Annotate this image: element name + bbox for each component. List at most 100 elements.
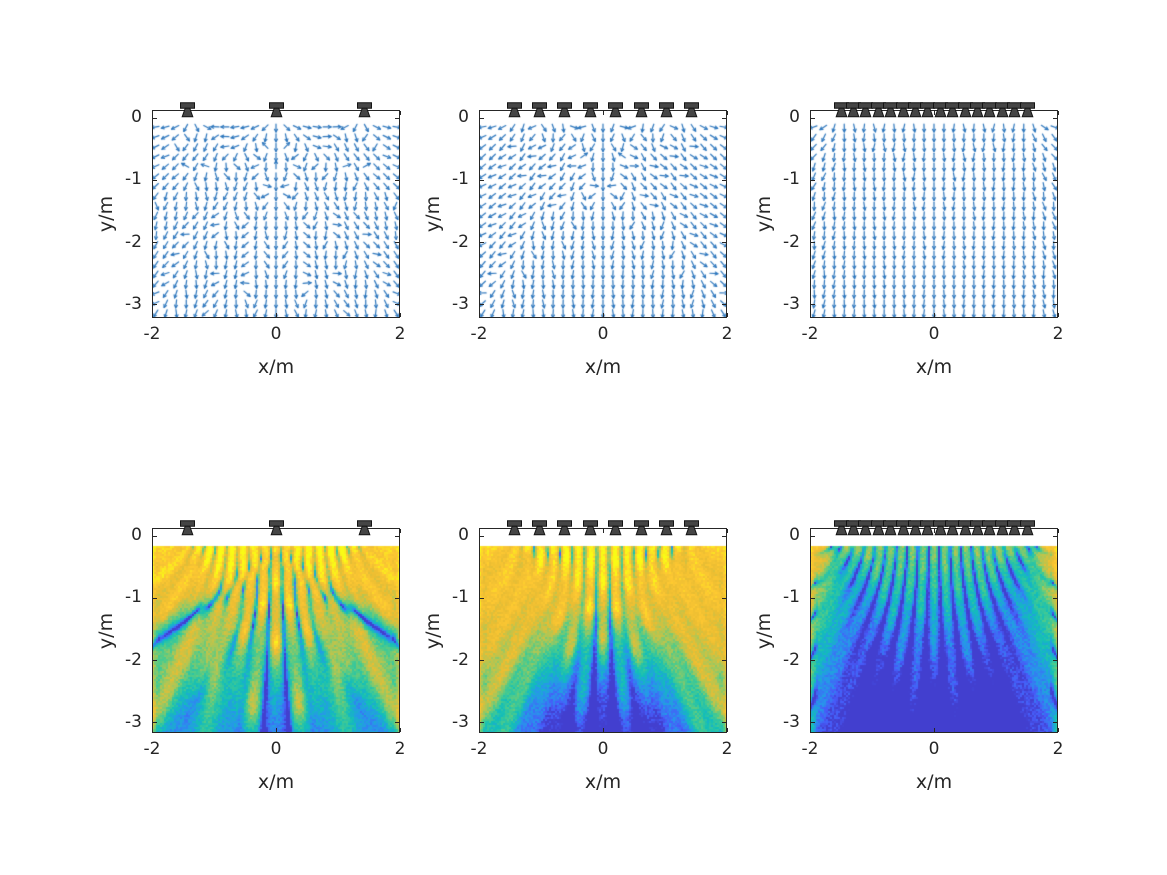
loudspeaker-icon: [683, 102, 700, 122]
y-tick-label: -2: [452, 231, 469, 252]
y-tick-right: [1053, 117, 1057, 119]
quiver-canvas: [810, 110, 1058, 318]
loudspeaker-icon: [633, 102, 650, 122]
y-axis-label: y/m: [422, 612, 444, 649]
y-tick-label: -1: [452, 587, 469, 608]
y-tick: [153, 179, 157, 181]
x-tick-top: [399, 111, 401, 115]
y-tick-right: [722, 179, 726, 181]
x-tick-label: -2: [143, 324, 161, 344]
x-tick-label: 2: [1052, 739, 1064, 759]
y-tick-right: [395, 660, 399, 662]
loudspeaker-icon: [981, 102, 998, 122]
y-tick-right: [722, 242, 726, 244]
loudspeaker-icon: [907, 520, 924, 540]
loudspeaker-icon: [633, 520, 650, 540]
loudspeaker-icon: [506, 520, 523, 540]
x-axis-label: x/m: [257, 356, 295, 378]
y-tick: [153, 304, 157, 306]
x-axis-label: x/m: [257, 771, 295, 793]
x-tick: [478, 728, 480, 732]
x-tick-label: 0: [270, 324, 282, 344]
y-tick-right: [395, 117, 399, 119]
y-tick: [480, 660, 484, 662]
x-tick: [1057, 313, 1059, 317]
y-tick: [153, 597, 157, 599]
y-tick-right: [1053, 242, 1057, 244]
y-tick-right: [395, 597, 399, 599]
y-tick-right: [722, 660, 726, 662]
loudspeaker-icon: [895, 520, 912, 540]
y-tick-label: -3: [125, 711, 142, 732]
quiver-canvas: [479, 110, 727, 318]
loudspeaker-icon: [556, 520, 573, 540]
x-tick-label: 2: [394, 324, 406, 344]
y-tick-right: [1053, 722, 1057, 724]
x-tick-top: [809, 529, 811, 533]
y-tick-right: [1053, 535, 1057, 537]
y-tick: [480, 304, 484, 306]
loudspeaker-icon: [957, 520, 974, 540]
x-tick: [726, 728, 728, 732]
y-tick: [811, 660, 815, 662]
subplot-error-map-16-speakers: -2 0 2 0 -1 -2 -3 x/m y/m: [753, 520, 1063, 793]
x-axis-label: x/m: [584, 771, 622, 793]
y-tick-label: -3: [783, 711, 800, 732]
loudspeaker-icon: [833, 102, 850, 122]
x-tick-label: -2: [470, 739, 488, 759]
x-tick: [151, 728, 153, 732]
x-tick-label: 0: [597, 324, 609, 344]
y-tick-label: 0: [131, 107, 142, 128]
y-tick: [811, 242, 815, 244]
x-tick: [602, 313, 604, 317]
x-tick-top: [151, 111, 153, 115]
subplot-quiver-16-speakers: -2 0 2 0 -1 -2 -3 x/m y/m: [753, 102, 1063, 378]
x-tick: [726, 313, 728, 317]
heatmap-canvas: [152, 528, 400, 733]
x-tick-label: -2: [801, 739, 819, 759]
x-tick-top: [151, 529, 153, 533]
y-tick-label: -1: [125, 169, 142, 190]
loudspeaker-icon: [919, 520, 936, 540]
x-tick-label: 0: [928, 739, 940, 759]
axis-box: [152, 110, 400, 318]
loudspeaker-icon: [658, 520, 675, 540]
y-axis-label: y/m: [422, 195, 444, 233]
x-tick-top: [809, 111, 811, 115]
subplot-quiver-8-speakers: -2 0 2 0 -1 -2 -3 x/m y/m: [422, 102, 732, 378]
x-tick: [151, 313, 153, 317]
y-tick-label: 0: [458, 525, 469, 546]
y-tick: [153, 660, 157, 662]
y-tick: [153, 242, 157, 244]
x-tick: [478, 313, 480, 317]
x-tick-label: -2: [470, 324, 488, 344]
x-tick-label: -2: [143, 739, 161, 759]
heatmap-canvas: [810, 528, 1058, 733]
loudspeaker-icon: [1019, 102, 1036, 122]
loudspeaker-icon: [882, 102, 899, 122]
y-tick: [811, 117, 815, 119]
subplot-quiver-3-speakers: -2 0 2 0 -1 -2 -3 x/m y/m: [95, 102, 405, 378]
y-tick-label: -1: [783, 169, 800, 190]
y-axis-label: y/m: [95, 612, 117, 649]
loudspeaker-icon: [994, 520, 1011, 540]
loudspeaker-icon: [556, 102, 573, 122]
y-tick-label: -1: [125, 587, 142, 608]
y-axis-label: y/m: [95, 195, 117, 233]
y-tick-label: 0: [131, 525, 142, 546]
y-tick: [480, 117, 484, 119]
loudspeaker-icon: [845, 520, 862, 540]
x-tick-top: [1057, 111, 1059, 115]
x-tick-top: [602, 529, 604, 533]
y-tick-label: -3: [452, 711, 469, 732]
y-tick-label: -3: [452, 293, 469, 314]
loudspeaker-icon: [607, 520, 624, 540]
y-tick-label: -1: [783, 587, 800, 608]
y-tick: [811, 304, 815, 306]
loudspeaker-icon: [506, 102, 523, 122]
y-tick: [480, 597, 484, 599]
x-axis-label: x/m: [915, 356, 953, 378]
x-tick-top: [1057, 529, 1059, 533]
x-tick-top: [933, 529, 935, 533]
y-tick-label: -2: [452, 649, 469, 670]
